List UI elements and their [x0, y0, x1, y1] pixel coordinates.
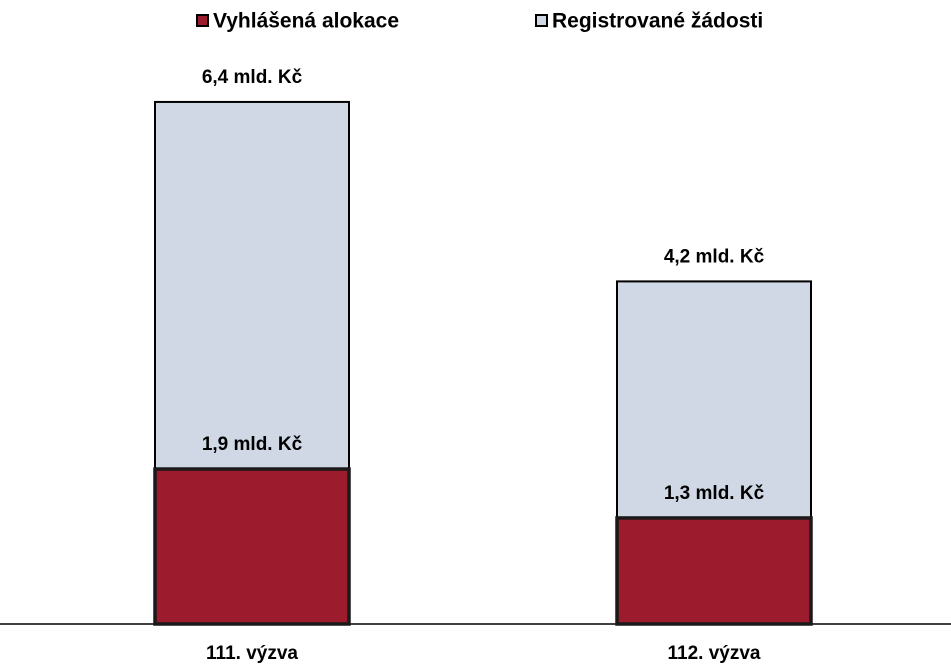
legend-swatch	[196, 14, 209, 27]
value-label: 4,2 mld. Kč	[664, 246, 765, 267]
value-label: 1,9 mld. Kč	[202, 434, 303, 455]
bar	[615, 516, 813, 626]
legend-label: Registrované žádosti	[552, 10, 763, 33]
x-tick-label: 112. výzva	[668, 643, 761, 664]
value-label: 6,4 mld. Kč	[202, 67, 303, 88]
legend-swatch	[535, 14, 548, 27]
legend-label: Vyhlášená alokace	[213, 10, 399, 33]
value-label: 1,3 mld. Kč	[664, 483, 765, 504]
bar	[153, 467, 351, 626]
x-tick-label: 111. výzva	[206, 643, 298, 664]
